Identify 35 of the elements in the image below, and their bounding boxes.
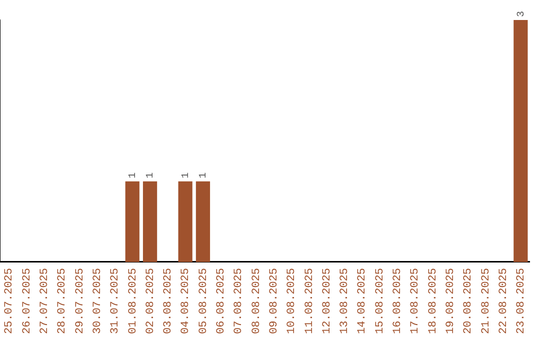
x-tick-label: 19.08.2025: [444, 268, 457, 334]
x-tick-label: 07.08.2025: [233, 268, 246, 334]
x-tick-label: 12.08.2025: [321, 268, 334, 334]
x-tick-label: 28.07.2025: [56, 268, 69, 334]
x-tick-label: 01.08.2025: [127, 268, 140, 334]
x-tick-label: 21.08.2025: [480, 268, 492, 334]
x-tick-label: 23.08.2025: [516, 268, 528, 334]
x-tick-label: 29.07.2025: [74, 268, 86, 334]
x-tick-label: 03.08.2025: [162, 268, 175, 334]
x-tick-label: 31.07.2025: [110, 268, 122, 334]
x-tick-label: 22.08.2025: [498, 268, 510, 334]
x-tick-label: 25.07.2025: [4, 268, 16, 334]
x-tick-label: 30.07.2025: [92, 268, 104, 334]
x-tick-label: 08.08.2025: [250, 268, 263, 334]
x-tick-label: 05.08.2025: [198, 268, 210, 334]
x-tick-label: 16.08.2025: [392, 268, 404, 334]
data-label: 1: [198, 172, 210, 178]
x-tick-label: 11.08.2025: [304, 268, 316, 334]
data-label: 1: [128, 172, 140, 178]
x-tick-label: 17.08.2025: [410, 268, 422, 334]
x-tick-label: 02.08.2025: [144, 268, 157, 334]
data-label: 3: [516, 10, 528, 17]
x-tick-label: 18.08.2025: [427, 268, 440, 334]
x-tick-label: 09.08.2025: [268, 268, 280, 334]
x-tick-label: 15.08.2025: [374, 268, 386, 334]
x-tick-label: 10.08.2025: [286, 268, 298, 334]
data-label: 1: [180, 172, 192, 178]
x-tick-label: 14.08.2025: [356, 268, 369, 334]
x-tick-label: 06.08.2025: [216, 268, 228, 334]
x-tick-label: 26.07.2025: [21, 268, 34, 334]
x-tick-label: 20.08.2025: [462, 268, 475, 334]
x-tick-label: 04.08.2025: [180, 268, 192, 334]
x-tick-label: 27.07.2025: [39, 268, 52, 334]
x-tick-label: 13.08.2025: [339, 268, 352, 334]
data-label: 1: [146, 172, 157, 178]
